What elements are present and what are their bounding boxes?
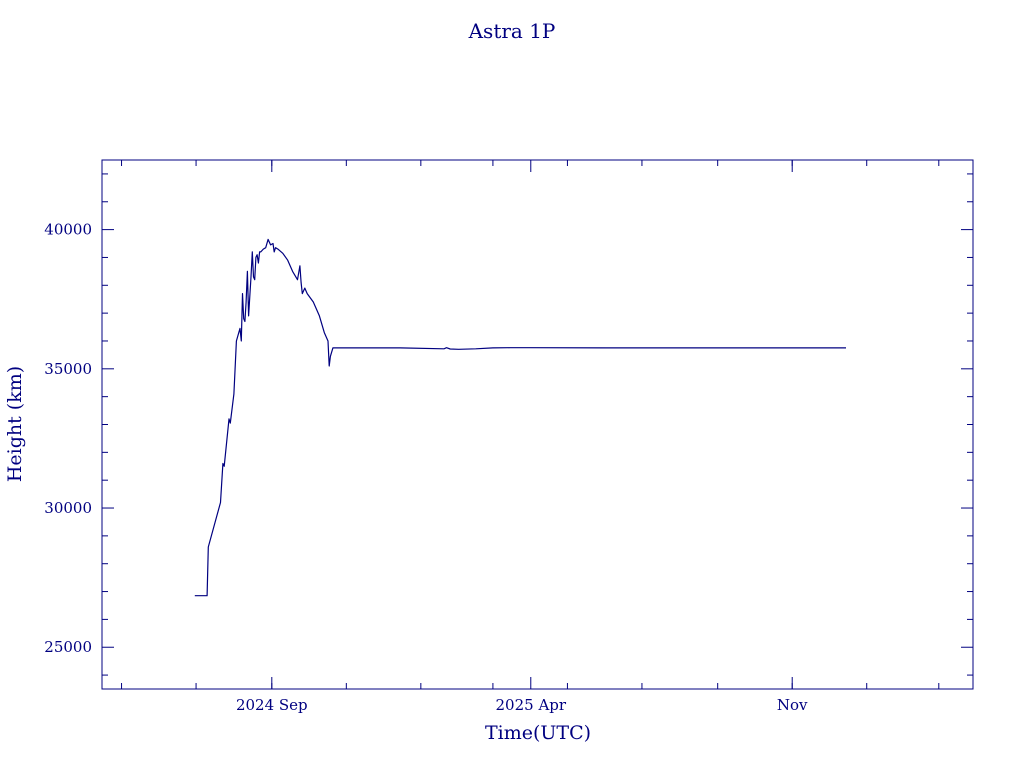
y-axis-label: Height (km) [4, 366, 26, 482]
tick-labels: 25000 30000 35000 40000 2024 Sep 2025 Apr Nov [44, 221, 808, 714]
chart-title: Astra 1P [468, 19, 556, 43]
x-tick-label: 2025 Apr [496, 696, 567, 714]
axis-ticks [102, 160, 973, 689]
y-tick-label: 40000 [44, 221, 92, 239]
series-line-0 [194, 238, 846, 597]
y-tick-label: 30000 [44, 499, 92, 517]
x-tick-label: 2024 Sep [236, 696, 308, 714]
x-axis-label: Time(UTC) [485, 722, 591, 744]
y-tick-label: 25000 [44, 638, 92, 656]
x-tick-label: Nov [777, 696, 808, 714]
y-tick-label: 35000 [44, 360, 92, 378]
series-group [194, 238, 846, 597]
